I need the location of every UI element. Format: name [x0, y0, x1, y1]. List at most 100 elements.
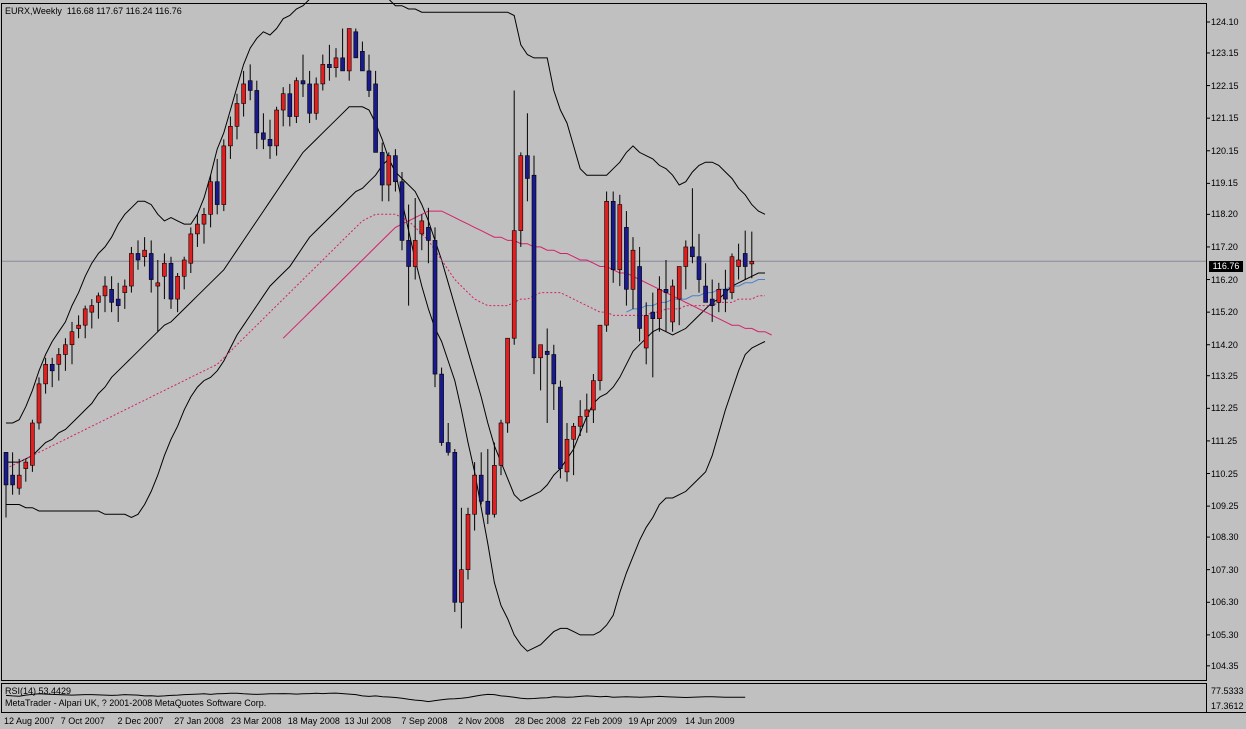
candle-body — [690, 246, 695, 258]
candle — [498, 419, 504, 476]
candle-body — [518, 155, 524, 231]
candle — [228, 116, 233, 159]
candle — [313, 77, 319, 120]
candle-body — [379, 152, 385, 186]
candle-body — [241, 83, 246, 104]
candle-body — [76, 324, 81, 329]
candle-body — [49, 363, 55, 372]
candle — [168, 256, 174, 309]
candle-body — [558, 386, 563, 469]
candle-body — [320, 64, 326, 85]
candle — [208, 175, 213, 228]
candle — [703, 263, 708, 303]
candle-body — [274, 109, 279, 147]
time-tick-label: 27 Jan 2008 — [174, 716, 224, 726]
candle — [426, 207, 431, 264]
price-tick-label: 122.15 — [1211, 80, 1239, 91]
candle — [610, 191, 616, 283]
time-tick-label: 2 Dec 2007 — [117, 716, 164, 726]
candle-body — [505, 337, 510, 424]
candle-body — [294, 80, 299, 117]
candle-body — [267, 139, 273, 147]
candle — [505, 337, 510, 433]
price-tick-label: 108.30 — [1211, 532, 1239, 543]
candle — [478, 452, 484, 505]
candle — [96, 292, 101, 319]
candle-body — [89, 305, 95, 313]
price-tick-label: 120.15 — [1211, 145, 1239, 156]
candle — [650, 292, 656, 378]
candle — [188, 227, 194, 274]
candle — [43, 357, 48, 394]
copyright-text: MetaTrader - Alpari UK, ? 2001-2008 Meta… — [5, 698, 267, 708]
candle — [274, 106, 279, 156]
candle — [56, 348, 62, 381]
price-tick-label: 105.30 — [1211, 629, 1239, 640]
candle — [399, 171, 405, 251]
candle-body — [643, 315, 649, 349]
price-chart[interactable] — [1, 0, 1210, 667]
candle-body — [723, 289, 728, 300]
candle-body — [208, 181, 213, 215]
price-tick-label: 123.15 — [1211, 47, 1239, 58]
candle — [300, 54, 306, 97]
candle-body — [399, 181, 405, 241]
candle — [538, 344, 543, 391]
candle — [432, 227, 438, 388]
candle-body — [742, 253, 748, 267]
candle-body — [155, 282, 161, 287]
candle-body — [637, 266, 642, 329]
candle-body — [10, 474, 15, 486]
candle — [564, 422, 570, 482]
candle-body — [373, 83, 378, 153]
candle — [558, 380, 563, 479]
bollinger-upper-line — [6, 0, 766, 424]
candle-body — [221, 145, 227, 205]
candle — [16, 458, 22, 495]
chart-header: EURX,Weekly 116.68 117.67 116.24 116.76 — [5, 6, 182, 16]
candle — [406, 204, 411, 306]
candle-body — [736, 259, 741, 267]
time-tick-label: 2 Nov 2008 — [458, 716, 505, 726]
candle-body — [168, 262, 174, 300]
time-tick-label: 7 Sep 2008 — [401, 716, 448, 726]
candle — [544, 328, 550, 423]
candle-body — [340, 57, 345, 72]
candle-body — [716, 289, 722, 303]
candle-body — [102, 285, 108, 297]
candle — [181, 256, 187, 290]
candle-body — [571, 425, 576, 440]
price-tick-label: 114.20 — [1211, 339, 1238, 350]
candle-body — [300, 80, 306, 85]
candle-body — [452, 452, 458, 603]
candle — [201, 207, 207, 244]
price-tick-label: 110.25 — [1211, 468, 1238, 479]
candle — [129, 246, 134, 293]
candle — [670, 279, 675, 332]
price-tick-label: 111.25 — [1211, 435, 1238, 446]
price-tick-label: 116.20 — [1211, 274, 1238, 285]
candle — [511, 90, 517, 345]
rsi-subwindow[interactable] — [5, 692, 746, 703]
rsi-level-high: 77.5333 — [1211, 686, 1244, 696]
time-tick-label: 13 Jul 2008 — [344, 716, 392, 726]
candle — [716, 282, 722, 313]
candle — [604, 191, 609, 332]
candle-body — [181, 259, 187, 277]
candle-body — [346, 28, 352, 72]
candle — [459, 507, 464, 629]
candle — [69, 321, 75, 365]
candle-body — [36, 383, 42, 424]
price-tick-label: 104.35 — [1211, 660, 1239, 671]
candle — [366, 54, 372, 97]
candle — [115, 282, 121, 322]
candle-body — [16, 474, 22, 489]
rsi-label: RSI(14) 53.4429 — [5, 686, 72, 696]
symbol-label: EURX,Weekly — [5, 6, 62, 16]
candle-body — [313, 83, 319, 114]
candle-body — [597, 324, 603, 381]
candle — [723, 269, 728, 313]
candle — [307, 70, 312, 124]
candle-body — [624, 227, 629, 290]
